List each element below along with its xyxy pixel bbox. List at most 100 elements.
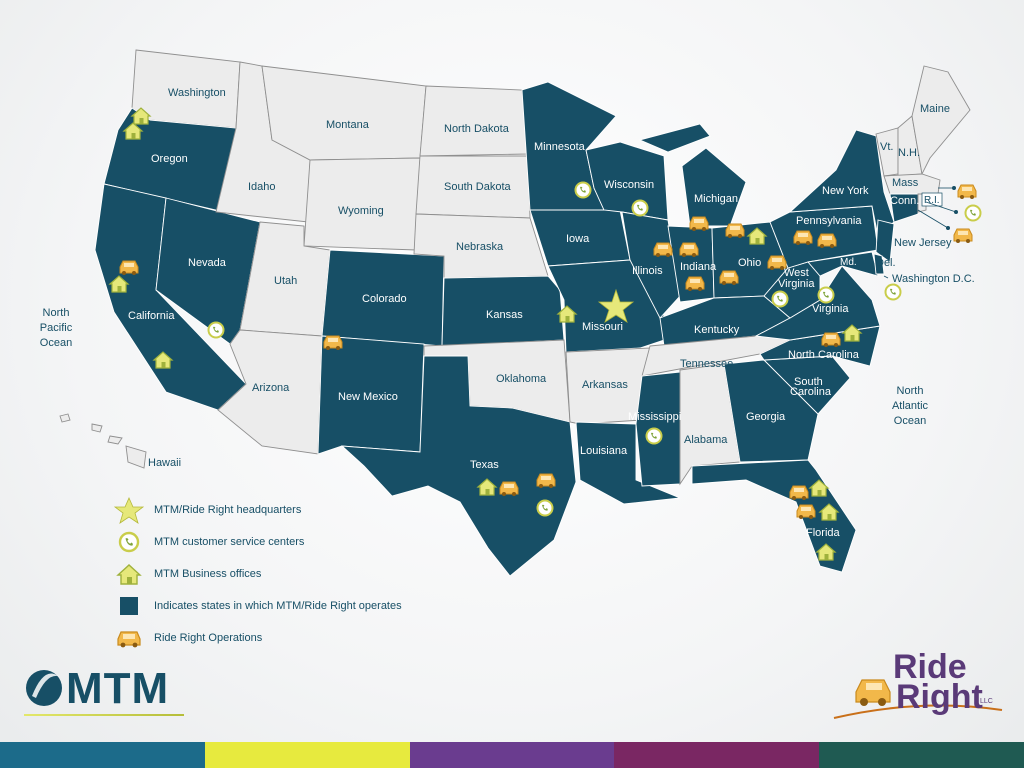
state-montana [261,65,427,161]
label-utah: Utah [274,275,297,287]
legend-customer-service-label: MTM customer service centers [154,536,305,548]
ocean-atlantic-2: Atlantic [892,400,929,412]
legend-business-offices-label: MTM Business offices [154,568,262,580]
label-hawaii: Hawaii [148,457,181,469]
label-connecticut: Conn. [890,195,919,207]
legend-operations-label: Ride Right Operations [154,632,263,644]
state-wyoming [303,157,421,251]
label-oklahoma: Oklahoma [496,373,547,385]
label-delaware: Del. [876,257,896,269]
label-pennsylvania: Pennsylvania [796,215,862,227]
label-alabama: Alabama [684,434,728,446]
house-icon [476,478,498,496]
car-icon [323,335,343,350]
callout-lines [883,185,959,279]
state-illinois [621,211,681,319]
car-icon [789,485,809,500]
car-icon [685,276,705,291]
label-massachusetts: Mass [892,177,919,189]
label-south-dakota: South Dakota [444,181,512,193]
house-icon [152,351,174,369]
label-arkansas: Arkansas [582,379,628,391]
car-icon [796,504,816,519]
label-missouri: Missouri [582,321,623,333]
car-icon [793,230,813,245]
label-colorado: Colorado [362,293,407,305]
label-oregon: Oregon [151,153,188,165]
car-icon [719,270,739,285]
house-icon [841,324,863,342]
house-icon [556,305,578,323]
ocean-pacific-1: North [43,307,70,319]
legend-row-headquarters: MTM/Ride Right headquarters [112,494,452,526]
map-legend: MTM/Ride Right headquarters MTM customer… [112,494,452,654]
phone-circle-icon [207,321,225,339]
footer-segment-3 [409,742,615,768]
label-wisconsin: Wisconsin [604,179,654,191]
state-maryland [807,251,879,277]
state-new-york [788,129,895,237]
label-virginia: Virginia [812,303,849,315]
car-icon [689,216,709,231]
label-illinois: Illinois [632,265,663,277]
state-alabama [679,363,741,486]
car-icon [725,223,745,238]
car-icon [653,242,673,257]
state-arkansas [565,347,651,425]
phone-circle-icon [631,199,649,217]
label-georgia: Georgia [746,411,786,423]
label-north-carolina: North Carolina [788,349,860,361]
headquarters-star-icon [597,288,635,323]
label-tennessee: Tennessee [680,358,733,370]
car-icon [499,481,519,496]
car-icon [957,184,977,199]
state-new-jersey [875,219,895,263]
house-icon [108,275,130,293]
label-new-jersey: New Jersey [894,237,952,249]
label-south-carolina-2: Carolina [790,386,832,398]
label-maine: Maine [920,103,950,115]
phone-circle-icon [574,181,592,199]
label-arizona: Arizona [252,382,290,394]
label-north-dakota: North Dakota [444,123,510,135]
house-icon [112,560,146,588]
label-montana: Montana [326,119,370,131]
state-maine [911,65,971,176]
house-icon [815,543,837,561]
ocean-atlantic-1: North [897,385,924,397]
label-idaho: Idaho [248,181,276,193]
house-icon [130,107,152,125]
car-icon [767,255,787,270]
state-delaware [873,253,885,275]
car-icon [112,624,146,652]
legend-row-operations: Ride Right Operations [112,622,452,654]
state-connecticut [889,193,919,223]
rideright-logo-text-ride: Ride [893,648,967,686]
phone-circle-icon [884,283,902,301]
rideright-logo-text-right: Right [896,678,983,716]
label-nebraska: Nebraska [456,241,504,253]
car-icon [679,242,699,257]
label-louisiana: Louisiana [580,445,628,457]
ocean-pacific-3: Ocean [40,337,72,349]
footer-color-bar [0,742,1024,768]
label-south-carolina-1: South [794,376,823,388]
label-west-virginia-1: West [784,267,809,279]
label-iowa: Iowa [566,233,590,245]
label-rhode-island: R.I. [924,195,940,206]
car-icon [821,332,841,347]
label-ohio: Ohio [738,257,761,269]
label-michigan: Michigan [694,193,738,205]
legend-headquarters-label: MTM/Ride Right headquarters [154,504,302,516]
hawaii-islands [59,413,147,469]
label-wyoming: Wyoming [338,205,384,217]
state-michigan [638,123,747,227]
label-kentucky: Kentucky [694,324,740,336]
legend-row-customer-service: MTM customer service centers [112,526,452,558]
house-icon [818,503,840,521]
footer-segment-2 [204,742,410,768]
label-washington-dc: Washington D.C. [892,273,975,285]
label-kansas: Kansas [486,309,523,321]
ocean-atlantic-3: Ocean [894,415,926,427]
